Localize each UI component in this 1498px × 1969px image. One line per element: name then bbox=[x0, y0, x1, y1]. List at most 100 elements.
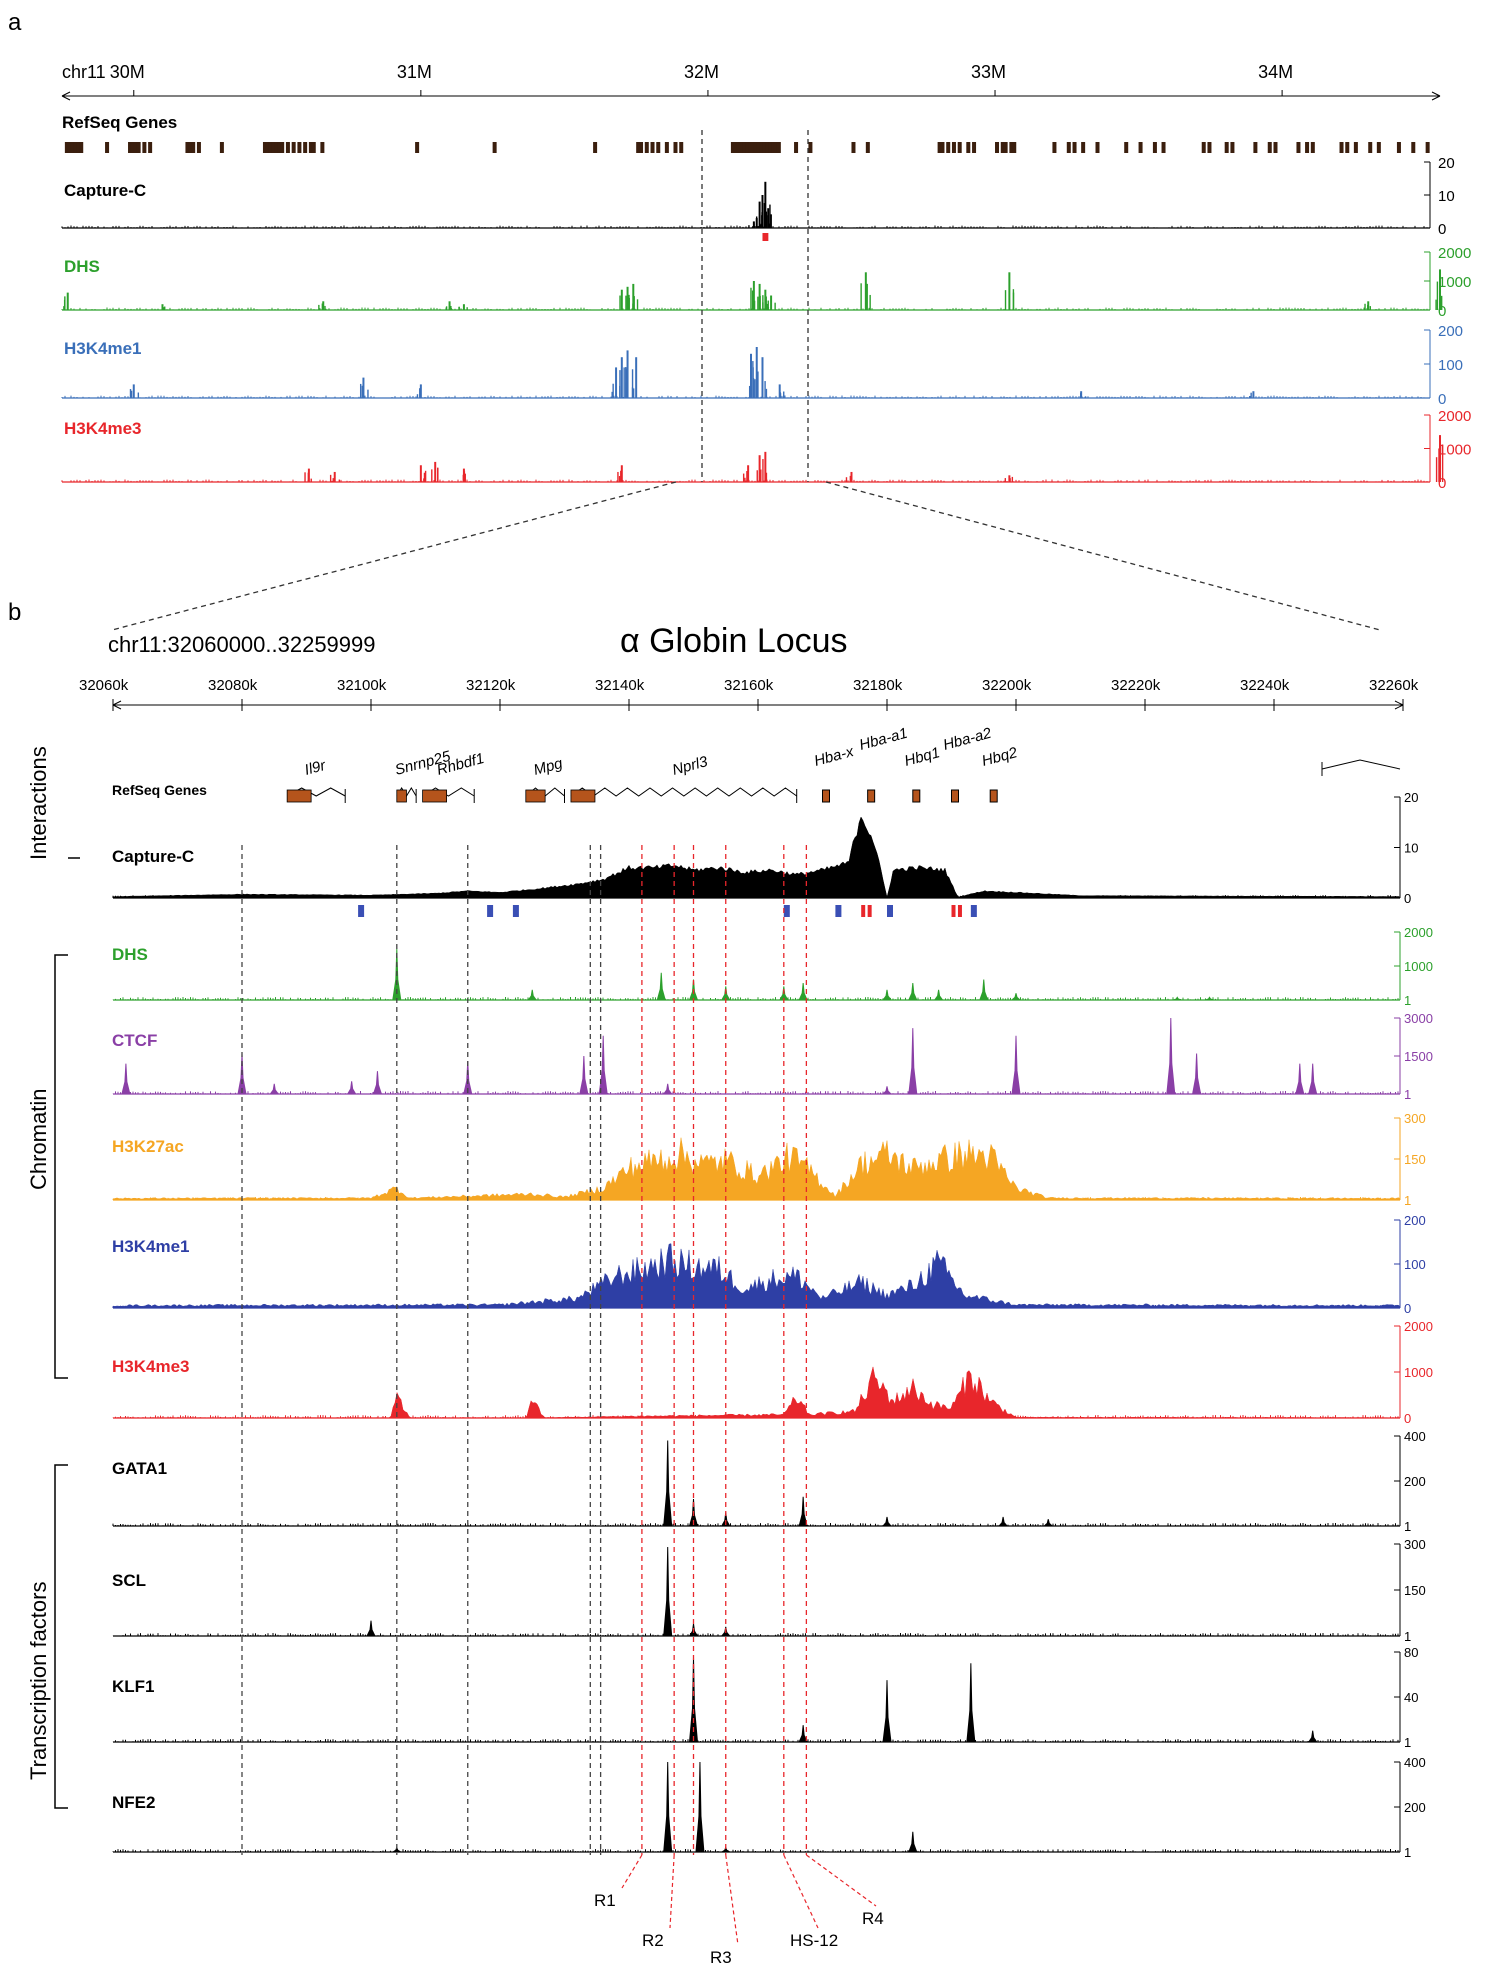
element-label: R1 bbox=[594, 1891, 616, 1910]
track-gata1: GATA1 400 200 1 bbox=[112, 1429, 1426, 1534]
peak bbox=[366, 1620, 376, 1637]
y-tick-label: 1000 bbox=[1404, 959, 1433, 974]
signal-area bbox=[112, 1366, 1401, 1419]
gene-mark bbox=[1081, 142, 1086, 153]
peak bbox=[908, 982, 918, 1001]
y-tick-label: 400 bbox=[1404, 1429, 1426, 1444]
gene-mark bbox=[415, 142, 420, 153]
zoom-lines bbox=[111, 130, 1381, 631]
y-tick-label: 2000 bbox=[1404, 925, 1433, 940]
capture-block-blue bbox=[512, 905, 519, 917]
gene-hba-a1: Hba-a1 bbox=[858, 725, 909, 803]
gene-mark bbox=[679, 142, 684, 153]
axis-arrows bbox=[61, 91, 1441, 101]
y-tick-label: 100 bbox=[1404, 1257, 1426, 1272]
axis-arrows bbox=[112, 700, 1404, 710]
viewpoint-mark bbox=[861, 905, 866, 917]
gene-mark bbox=[105, 142, 110, 153]
peak bbox=[695, 1761, 705, 1853]
element-label: HS-12 bbox=[790, 1931, 838, 1950]
gene-mark bbox=[644, 142, 649, 153]
gene-mark bbox=[268, 142, 273, 153]
gene-mark bbox=[1124, 142, 1129, 153]
gene-mark bbox=[1345, 142, 1350, 153]
gene-mark bbox=[1095, 142, 1100, 153]
track-label: H3K27ac bbox=[112, 1137, 184, 1156]
gene-mark bbox=[70, 142, 75, 153]
track-label: CTCF bbox=[112, 1031, 157, 1050]
gene-mark bbox=[303, 142, 308, 153]
gene-mark bbox=[937, 142, 942, 153]
tf-bracket bbox=[54, 1464, 68, 1809]
gene-mark bbox=[751, 142, 755, 153]
peak bbox=[1010, 993, 1022, 1001]
panel-b-tracks: Capture-C20100DHS200010001CTCF300015001H… bbox=[112, 790, 1433, 1860]
panel-b-genes-label: RefSeq Genes bbox=[112, 782, 207, 798]
y-tick-label: 1000 bbox=[1404, 1365, 1433, 1380]
gene-mark bbox=[673, 142, 678, 153]
peak bbox=[663, 1761, 673, 1853]
gene-mark bbox=[736, 142, 741, 153]
peak bbox=[1308, 1063, 1318, 1095]
y-tick-label: 20 bbox=[1438, 155, 1455, 172]
gene-mark bbox=[972, 142, 977, 153]
element-label: R3 bbox=[710, 1948, 732, 1967]
gene-mark bbox=[765, 142, 770, 153]
track-label: H3K4me1 bbox=[112, 1237, 190, 1256]
gene-mark bbox=[656, 142, 661, 153]
panel-b-element-labels: R1 R2 R3 HS-12 R4 bbox=[594, 1854, 884, 1967]
gene-hbq2: Hbq2 bbox=[980, 744, 1020, 803]
track-h3k4me3b: H3K4me3 2000 1000 0 bbox=[112, 1319, 1433, 1426]
gene-mark bbox=[1396, 142, 1401, 153]
noise bbox=[112, 1091, 1399, 1094]
gene-mark bbox=[1353, 142, 1358, 153]
gene-mark bbox=[271, 142, 276, 153]
track-label: NFE2 bbox=[112, 1793, 155, 1812]
tick-label: 32M bbox=[684, 62, 719, 82]
tick-label: 32260k bbox=[1369, 677, 1419, 694]
peak bbox=[1173, 996, 1182, 1001]
tick-label: 32080k bbox=[208, 677, 258, 694]
track-label: KLF1 bbox=[112, 1677, 155, 1696]
gene-mark bbox=[1138, 142, 1143, 153]
y-tick-label: 40 bbox=[1404, 1690, 1418, 1705]
side-label-chromatin: Chromatin bbox=[26, 1089, 51, 1190]
gene-mark bbox=[265, 142, 270, 153]
gene-mark bbox=[1253, 142, 1258, 153]
peak bbox=[798, 1496, 808, 1527]
y-tick-label: 200 bbox=[1404, 1800, 1426, 1815]
gene-mark bbox=[1012, 142, 1017, 153]
gene-mark bbox=[1000, 142, 1005, 153]
y-tick-label: 0 bbox=[1404, 891, 1411, 906]
noise bbox=[61, 225, 1428, 228]
gene-label: Nprl3 bbox=[670, 753, 710, 779]
gene-mark bbox=[1411, 142, 1416, 153]
track-h3k27ac: H3K27ac 300 150 1 bbox=[112, 1111, 1426, 1208]
gene-hbq1: Hbq1 bbox=[903, 744, 942, 803]
peak bbox=[998, 1516, 1009, 1527]
gene-mark bbox=[185, 142, 190, 153]
y-tick-label: 1000 bbox=[1438, 274, 1471, 291]
tick-label: 32120k bbox=[466, 677, 516, 694]
noise bbox=[112, 1739, 1399, 1742]
side-label-tf: Transcription factors bbox=[26, 1582, 51, 1780]
y-tick-label: 150 bbox=[1404, 1583, 1426, 1598]
capture-block-blue bbox=[835, 905, 842, 917]
gene-mark bbox=[756, 142, 761, 153]
y-tick-label: 20 bbox=[1404, 790, 1418, 805]
gene-mark bbox=[64, 142, 69, 153]
gene-mark bbox=[762, 142, 767, 153]
signal-area bbox=[112, 1137, 1401, 1201]
panel-b-coords: chr11:32060000..32259999 bbox=[108, 632, 376, 657]
peak bbox=[1307, 1730, 1318, 1743]
panel-b-label: b bbox=[8, 599, 21, 626]
panel-b-dashed-lines bbox=[241, 845, 808, 1855]
exon bbox=[286, 789, 312, 803]
gene-mark bbox=[308, 142, 313, 153]
viewpoint-mark bbox=[957, 905, 962, 917]
track-h3k4me1a: H3K4me1 200 100 0 bbox=[61, 323, 1463, 408]
gene-mpg: Mpg bbox=[525, 755, 565, 803]
element-leader bbox=[783, 1854, 819, 1929]
